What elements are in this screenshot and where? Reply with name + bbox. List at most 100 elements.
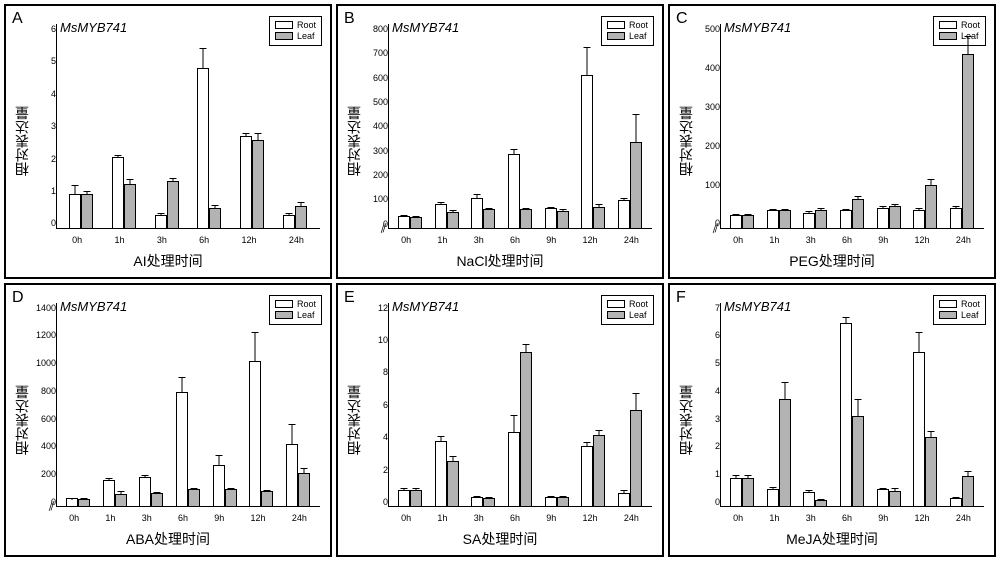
error-bar (809, 491, 810, 494)
bar-root (730, 215, 742, 229)
bar-leaf (447, 212, 459, 229)
x-tick-label: 1h (105, 513, 115, 523)
error-cap (227, 488, 234, 489)
error-bar (514, 150, 515, 155)
error-bar (452, 457, 453, 462)
error-cap (928, 179, 935, 180)
error-bar (118, 156, 119, 158)
error-bar (120, 492, 121, 494)
y-tick-label: 300 (366, 146, 388, 156)
bar-leaf (115, 494, 127, 507)
error-cap (264, 490, 271, 491)
error-cap (84, 191, 91, 192)
error-bar (130, 180, 131, 185)
bar-root (66, 498, 78, 507)
x-tick-label: 12h (583, 513, 598, 523)
bar-leaf (889, 491, 901, 507)
error-bar (635, 394, 636, 411)
error-cap (169, 178, 176, 179)
bar-group (145, 24, 188, 229)
bar-leaf (520, 352, 532, 507)
y-tick-label: 300 (698, 102, 720, 112)
bar-leaf (225, 489, 237, 507)
bar-root (877, 208, 889, 228)
bar-group (60, 303, 97, 508)
error-cap (252, 332, 259, 333)
error-bar (858, 197, 859, 200)
error-cap (413, 216, 420, 217)
y-axis-label: 相对表达量 (12, 106, 32, 176)
plot-area (56, 303, 320, 508)
error-cap (733, 475, 740, 476)
x-tick-label: 0h (733, 513, 743, 523)
x-tick-labels: 0h1h3h6h9h12h24h (720, 235, 984, 245)
bar-group (538, 303, 575, 508)
bars-container (720, 24, 984, 229)
error-cap (200, 48, 207, 49)
panel-c: CMsMYB741RootLeaf相对表达量PEG处理时间50040030020… (668, 4, 996, 279)
error-cap (474, 194, 481, 195)
bar-root (197, 68, 209, 228)
error-bar (160, 214, 161, 215)
error-cap (474, 496, 481, 497)
x-tick-label: 6h (510, 513, 520, 523)
bar-root (155, 215, 167, 229)
x-tick-label: 0h (72, 235, 82, 245)
x-tick-label: 0h (401, 235, 411, 245)
panel-d: DMsMYB741RootLeaf相对表达量ABA处理时间14001200100… (4, 283, 332, 558)
error-cap (818, 499, 825, 500)
x-tick-label: 24h (289, 235, 304, 245)
error-cap (843, 209, 850, 210)
x-tick-label: 6h (178, 513, 188, 523)
error-bar (736, 215, 737, 216)
bar-leaf (124, 184, 136, 228)
panel-letter: E (344, 289, 355, 307)
bar-leaf (962, 54, 974, 229)
error-cap (806, 211, 813, 212)
error-cap (916, 208, 923, 209)
error-cap (745, 214, 752, 215)
bar-group (465, 24, 502, 229)
y-ticks: 8007006005004003002001000 (366, 24, 388, 229)
error-bar (809, 212, 810, 213)
bar-group (761, 24, 798, 229)
bar-leaf (78, 499, 90, 507)
y-tick-label: 1200 (34, 330, 56, 340)
error-cap (781, 209, 788, 210)
y-tick-label: 4 (34, 89, 56, 99)
y-axis-label: 相对表达量 (344, 385, 364, 455)
error-bar (635, 115, 636, 142)
bar-root (545, 497, 557, 507)
bar-leaf (188, 489, 200, 507)
error-cap (105, 478, 112, 479)
error-cap (781, 382, 788, 383)
bar-root (840, 323, 852, 507)
error-bar (440, 203, 441, 205)
y-tick-label: 4 (366, 432, 388, 442)
error-bar (894, 489, 895, 492)
error-cap (437, 436, 444, 437)
bar-group (797, 24, 834, 229)
x-tick-label: 9h (546, 513, 556, 523)
bar-leaf (520, 209, 532, 228)
error-cap (437, 202, 444, 203)
panel-letter: F (676, 289, 686, 307)
bar-leaf (81, 194, 93, 228)
y-tick-label: 2 (698, 441, 720, 451)
x-tick-label: 3h (142, 513, 152, 523)
bar-leaf (889, 206, 901, 229)
y-tick-label: 8 (366, 367, 388, 377)
y-tick-label: 600 (366, 73, 388, 83)
bar-root (840, 210, 852, 228)
error-cap (449, 210, 456, 211)
error-bar (291, 425, 292, 445)
bar-root (545, 208, 557, 228)
error-bar (230, 489, 231, 491)
error-bar (215, 206, 216, 209)
x-tick-label: 24h (624, 513, 639, 523)
error-bar (882, 489, 883, 490)
y-tick-label: 2 (366, 465, 388, 475)
error-cap (486, 208, 493, 209)
error-bar (846, 318, 847, 324)
error-cap (818, 208, 825, 209)
